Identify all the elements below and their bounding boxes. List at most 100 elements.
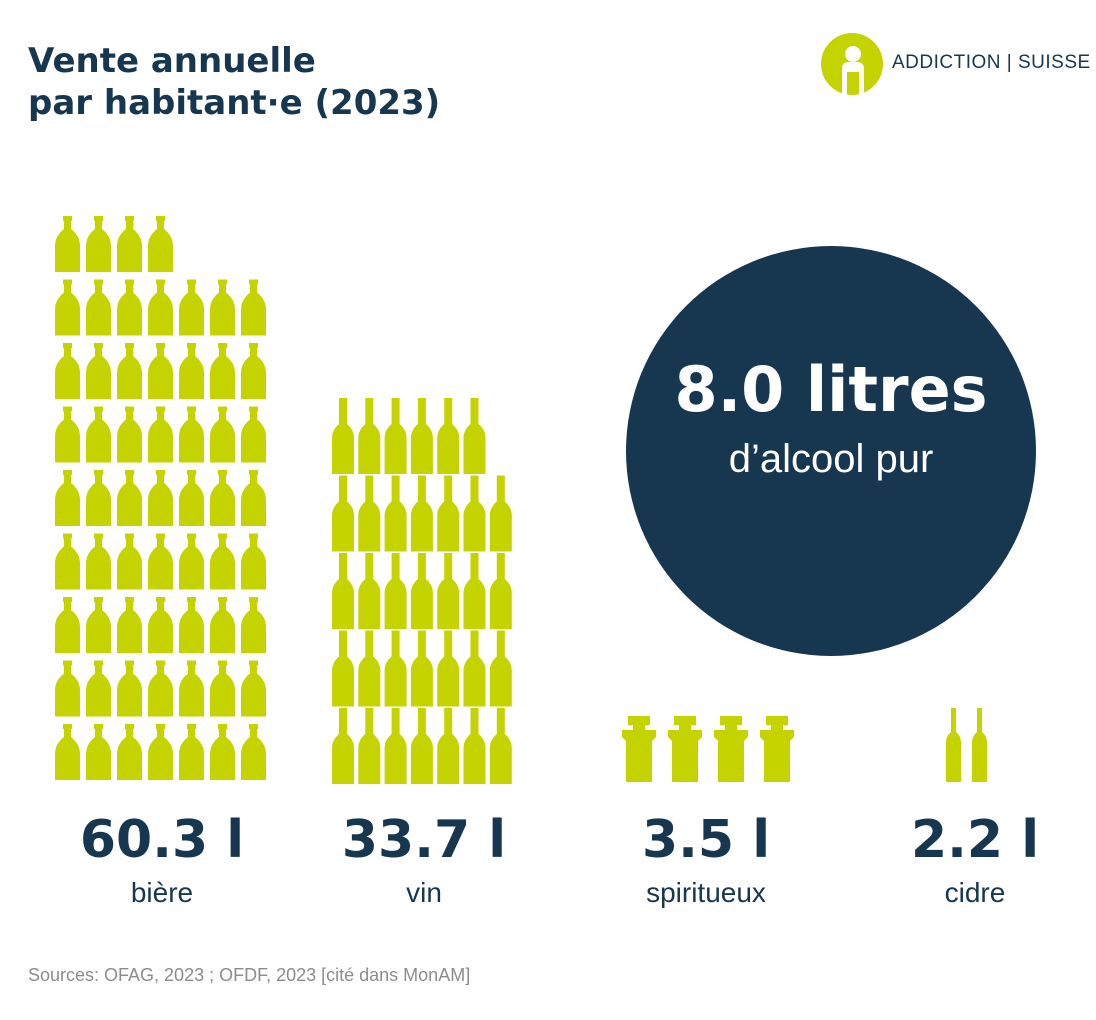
beer-bottle-icon bbox=[86, 470, 111, 526]
beer-bottle-icon bbox=[210, 724, 235, 780]
wine-bottle-icon bbox=[463, 553, 486, 629]
wine-bottle-icon bbox=[358, 475, 381, 552]
series-beer-bottle-group bbox=[55, 216, 266, 780]
beer-bottle-icon bbox=[55, 343, 80, 399]
beer-bottle-icon bbox=[241, 724, 266, 780]
beer-bottle-icon bbox=[148, 533, 173, 590]
category-label-spiritueux: spiritueux bbox=[646, 877, 766, 908]
beer-bottle-icon bbox=[241, 597, 266, 653]
wine-bottle-icon bbox=[489, 708, 512, 784]
beer-bottle-icon bbox=[117, 597, 142, 653]
series-wine-bottle-group bbox=[332, 398, 512, 784]
series-cider-bottle-group bbox=[946, 708, 987, 782]
wine-bottle-icon bbox=[332, 708, 354, 784]
beer-bottle-icon bbox=[148, 470, 173, 526]
beer-bottle-icon bbox=[117, 533, 142, 590]
beer-bottle-icon bbox=[179, 660, 204, 717]
beer-bottle-icon bbox=[148, 279, 173, 336]
beer-bottle-icon bbox=[86, 406, 111, 463]
beer-bottle-icon bbox=[86, 597, 111, 653]
source-note: Sources: OFAG, 2023 ; OFDF, 2023 [cité d… bbox=[28, 965, 471, 985]
beer-bottle-icon bbox=[210, 533, 235, 590]
beer-bottle-icon bbox=[210, 279, 235, 336]
beer-bottle-icon bbox=[210, 597, 235, 653]
value-label-biere: 60.3 l bbox=[79, 810, 245, 870]
beer-bottle-icon bbox=[148, 406, 173, 463]
beer-bottle-icon bbox=[241, 470, 266, 526]
title-line-1: Vente annuelle bbox=[28, 41, 316, 81]
cider-bottle-icon bbox=[972, 708, 987, 782]
beer-bottle-icon bbox=[148, 724, 173, 780]
beer-bottle-icon bbox=[117, 406, 142, 463]
spirits-bottle-icon bbox=[714, 716, 748, 782]
chart-title: Vente annuelle par habitant·e (2023) bbox=[28, 40, 440, 124]
spirits-bottle-icon bbox=[622, 716, 656, 782]
beer-bottle-icon bbox=[179, 533, 204, 590]
spirits-bottle-icon bbox=[668, 716, 702, 782]
beer-bottle-icon bbox=[148, 660, 173, 717]
wine-bottle-icon bbox=[437, 398, 460, 474]
wine-bottle-icon bbox=[437, 553, 460, 629]
wine-bottle-icon bbox=[463, 708, 486, 784]
wine-bottle-icon bbox=[463, 475, 486, 552]
wine-bottle-icon bbox=[332, 475, 354, 552]
beer-bottle-icon bbox=[55, 406, 80, 463]
wine-bottle-icon bbox=[384, 708, 407, 784]
spirits-bottle-icon bbox=[760, 716, 794, 782]
total-alcohol-value: 8.0 litres bbox=[674, 353, 988, 426]
beer-bottle-icon bbox=[241, 279, 266, 336]
beer-bottle-icon bbox=[210, 406, 235, 463]
wine-bottle-icon bbox=[437, 708, 460, 784]
beer-bottle-icon bbox=[179, 470, 204, 526]
beer-bottle-icon bbox=[86, 724, 111, 780]
beer-bottle-icon bbox=[148, 216, 173, 272]
wine-bottle-icon bbox=[384, 475, 407, 552]
value-label-cidre: 2.2 l bbox=[910, 810, 1040, 870]
beer-bottle-icon bbox=[86, 343, 111, 399]
beer-bottle-icon bbox=[86, 216, 111, 272]
beer-bottle-icon bbox=[117, 470, 142, 526]
beer-bottle-icon bbox=[179, 279, 204, 336]
beer-bottle-icon bbox=[55, 597, 80, 653]
value-label-spiritueux: 3.5 l bbox=[641, 810, 771, 870]
wine-bottle-icon bbox=[410, 630, 433, 707]
wine-bottle-icon bbox=[489, 475, 512, 552]
wine-bottle-icon bbox=[437, 630, 460, 707]
wine-bottle-icon bbox=[384, 398, 407, 474]
beer-bottle-icon bbox=[210, 660, 235, 717]
wine-bottle-icon bbox=[410, 553, 433, 629]
beer-bottle-icon bbox=[117, 343, 142, 399]
series-spirits-bottle-group bbox=[622, 716, 794, 782]
wine-bottle-icon bbox=[332, 630, 354, 707]
wine-bottle-icon bbox=[384, 553, 407, 629]
value-label-vin: 33.7 l bbox=[341, 810, 507, 870]
logo-text: ADDICTION | SUISSE bbox=[892, 52, 1091, 73]
beer-bottle-icon bbox=[210, 343, 235, 399]
beer-bottle-icon bbox=[117, 216, 142, 272]
category-label-vin: vin bbox=[406, 877, 442, 908]
wine-bottle-icon bbox=[437, 475, 460, 552]
addiction-suisse-logo: ADDICTION | SUISSE bbox=[820, 32, 1090, 96]
beer-bottle-icon bbox=[55, 724, 80, 780]
beer-bottle-icon bbox=[55, 279, 80, 336]
beer-bottle-icon bbox=[148, 597, 173, 653]
category-label-biere: bière bbox=[130, 877, 194, 908]
beer-bottle-icon bbox=[148, 343, 173, 399]
cider-bottle-icon bbox=[946, 708, 961, 782]
beer-bottle-icon bbox=[86, 660, 111, 717]
addiction-suisse-logo-icon bbox=[821, 33, 883, 96]
wine-bottle-icon bbox=[410, 475, 433, 552]
beer-bottle-icon bbox=[117, 279, 142, 336]
wine-bottle-icon bbox=[384, 630, 407, 707]
total-alcohol-circle: 8.0 litres d’alcool pur bbox=[626, 246, 1036, 656]
beer-bottle-icon bbox=[55, 470, 80, 526]
beer-bottle-icon bbox=[55, 533, 80, 590]
wine-bottle-icon bbox=[332, 553, 354, 629]
beer-bottle-icon bbox=[241, 533, 266, 590]
wine-bottle-icon bbox=[358, 630, 381, 707]
beer-bottle-icon bbox=[117, 724, 142, 780]
beer-bottle-icon bbox=[86, 279, 111, 336]
wine-bottle-icon bbox=[358, 398, 381, 474]
beer-bottle-icon bbox=[241, 406, 266, 463]
